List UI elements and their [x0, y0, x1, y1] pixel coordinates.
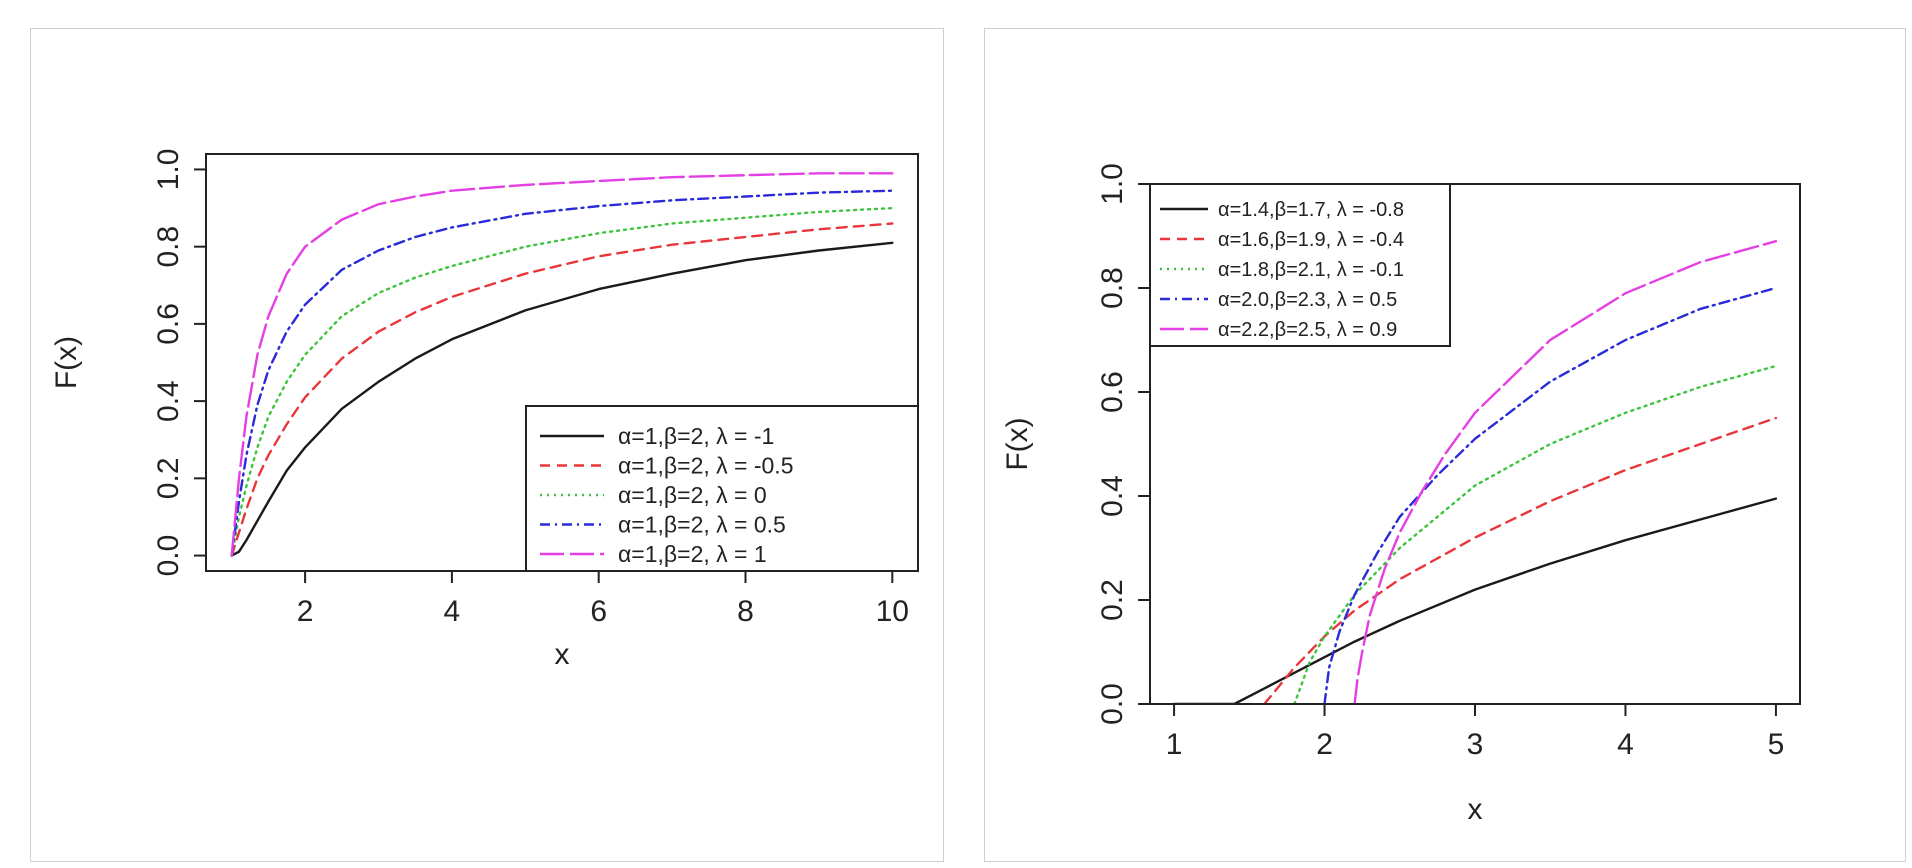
left-x-tick-label-4: 8 — [737, 595, 754, 628]
right-series-line-1 — [1172, 497, 1778, 704]
right-x-tick-label-3: 3 — [1467, 728, 1484, 761]
left-legend-box — [525, 405, 919, 572]
right-legend-label-5: α=2.2,β=2.5, λ = 0.9 — [1218, 319, 1397, 341]
left-series-line-2 — [230, 222, 894, 557]
left-legend-label-4: α=1,β=2, λ = 0.5 — [618, 512, 786, 538]
right-series-group — [1172, 239, 1778, 704]
left-x-tick-label-3: 6 — [590, 595, 607, 628]
right-x-axis-label: x — [1468, 793, 1483, 826]
left-series-line-5 — [230, 172, 894, 557]
left-legend-label-3: α=1,β=2, λ = 0 — [618, 482, 767, 508]
left-y-tick-label-5: 0.8 — [152, 226, 185, 268]
left-legend-label-1: α=1,β=2, λ = -1 — [618, 423, 774, 449]
right-legend: α=1.4,β=1.7, λ = -0.8 α=1.6,β=1.9, λ = -0… — [1149, 183, 1451, 347]
right-y-axis-label: F(x) — [1001, 417, 1034, 470]
right-series-line-2 — [1263, 416, 1778, 704]
right-y-tick-label-4: 0.6 — [1096, 371, 1129, 413]
left-legend-label-2: α=1,β=2, λ = -0.5 — [618, 453, 794, 479]
left-y-tick-label-6: 1.0 — [152, 149, 185, 191]
right-legend-label-3: α=1.8,β=2.1, λ = -0.1 — [1218, 259, 1404, 281]
right-legend-label-1: α=1.4,β=1.7, λ = -0.8 — [1218, 199, 1404, 221]
right-y-tick-label-5: 0.8 — [1096, 267, 1129, 309]
right-x-tick-label-2: 2 — [1316, 728, 1333, 761]
left-y-axis-label: F(x) — [50, 336, 83, 389]
left-y-tick-label-4: 0.6 — [152, 303, 185, 345]
cdf-chart-left: 2 4 6 8 10 0.0 0.2 0.4 0.6 0.8 1.0 x F(x) α=1,β=2, λ … — [50, 149, 919, 671]
right-x-tick-label-1: 1 — [1166, 728, 1183, 761]
left-series-group — [230, 172, 894, 557]
left-x-tick-label-5: 10 — [876, 595, 909, 628]
cdf-chart-right: 1 2 3 4 5 0.0 0.2 0.4 0.6 0.8 1.0 x F(x) α=1.4,β=1.7,… — [1001, 163, 1801, 826]
right-legend-label-4: α=2.0,β=2.3, λ = 0.5 — [1218, 289, 1397, 311]
left-y-tick-label-2: 0.2 — [152, 457, 185, 499]
right-x-tick-label-5: 5 — [1768, 728, 1785, 761]
right-series-line-4 — [1323, 286, 1778, 704]
right-y-tick-label-2: 0.2 — [1096, 579, 1129, 621]
right-y-tick-label-3: 0.4 — [1096, 475, 1129, 517]
left-series-line-3 — [230, 206, 894, 557]
chart-panel-right: 1 2 3 4 5 0.0 0.2 0.4 0.6 0.8 1.0 x F(x) α=1.4,β=1.7,… — [984, 28, 1906, 862]
right-legend-box — [1149, 183, 1451, 347]
left-y-tick-label-1: 0.0 — [152, 535, 185, 577]
left-x-tick-label-2: 4 — [444, 595, 461, 628]
left-series-line-4 — [230, 189, 894, 557]
left-x-tick-label-1: 2 — [297, 595, 314, 628]
left-y-tick-label-3: 0.4 — [152, 380, 185, 422]
right-y-tick-label-1: 0.0 — [1096, 683, 1129, 725]
right-series-line-3 — [1293, 364, 1778, 704]
left-legend: α=1,β=2, λ = -1 α=1,β=2, λ = -0.5 α=1,β=2,… — [525, 405, 919, 572]
left-x-axis-label: x — [555, 638, 570, 671]
right-series-line-5 — [1353, 239, 1778, 704]
right-legend-label-2: α=1.6,β=1.9, λ = -0.4 — [1218, 229, 1404, 251]
left-legend-label-5: α=1,β=2, λ = 1 — [618, 541, 767, 567]
left-series-line-1 — [230, 241, 894, 557]
right-x-tick-label-4: 4 — [1617, 728, 1634, 761]
right-y-tick-label-6: 1.0 — [1096, 163, 1129, 205]
chart-panel-left: 2 4 6 8 10 0.0 0.2 0.4 0.6 0.8 1.0 x F(x) α=1,β=2, λ … — [30, 28, 944, 862]
